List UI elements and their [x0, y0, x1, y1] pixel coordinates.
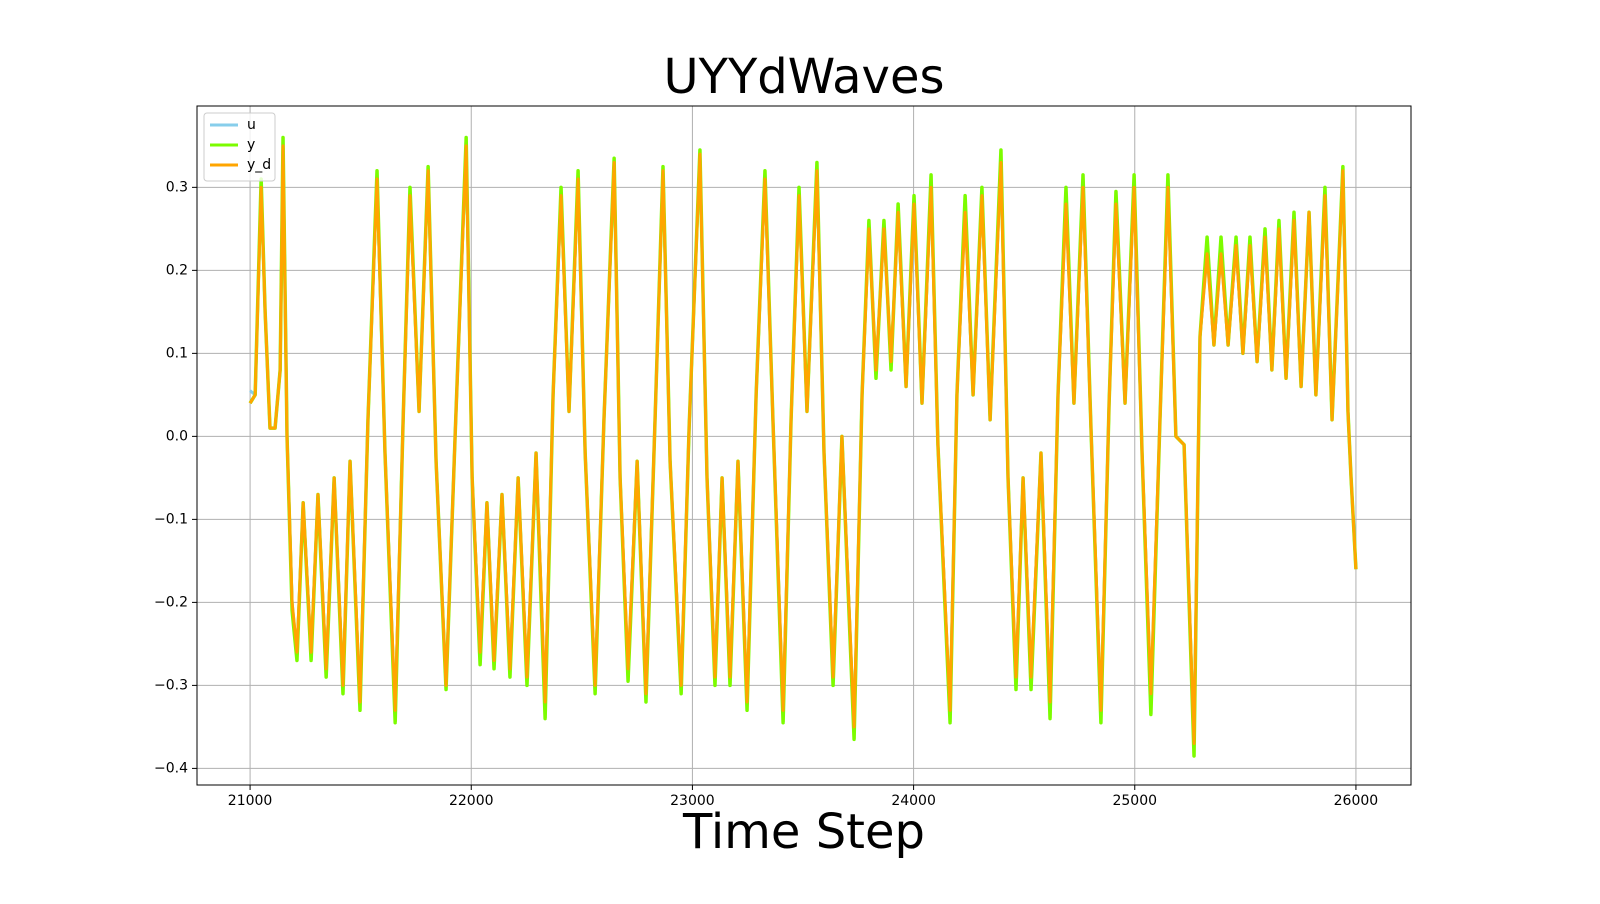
legend-label: y_d — [247, 157, 271, 173]
y-tick-label: −0.2 — [154, 594, 188, 610]
y-tick-label: 0.3 — [166, 179, 188, 195]
series-line — [248, 144, 1358, 745]
y-tick-label: 0.0 — [166, 428, 188, 444]
x-tick-label: 21000 — [228, 793, 273, 809]
legend-label: u — [247, 117, 256, 133]
y-tick-label: 0.1 — [166, 345, 188, 361]
chart-title: UYYdWaves — [664, 49, 945, 105]
x-tick-label: 24000 — [891, 793, 936, 809]
plot-frame — [196, 105, 1412, 786]
y-tick-label: 0.2 — [166, 262, 188, 278]
y-tick-label: −0.4 — [154, 760, 188, 776]
x-tick-label: 23000 — [670, 793, 715, 809]
y-tick-label: −0.1 — [154, 511, 188, 527]
x-tick-label: 26000 — [1334, 793, 1379, 809]
x-tick-label: 25000 — [1112, 793, 1157, 809]
x-tick-label: 22000 — [449, 793, 494, 809]
y-tick-label: −0.3 — [154, 677, 188, 693]
legend-label: y — [247, 137, 255, 153]
x-axis-label: Time Step — [682, 804, 925, 860]
